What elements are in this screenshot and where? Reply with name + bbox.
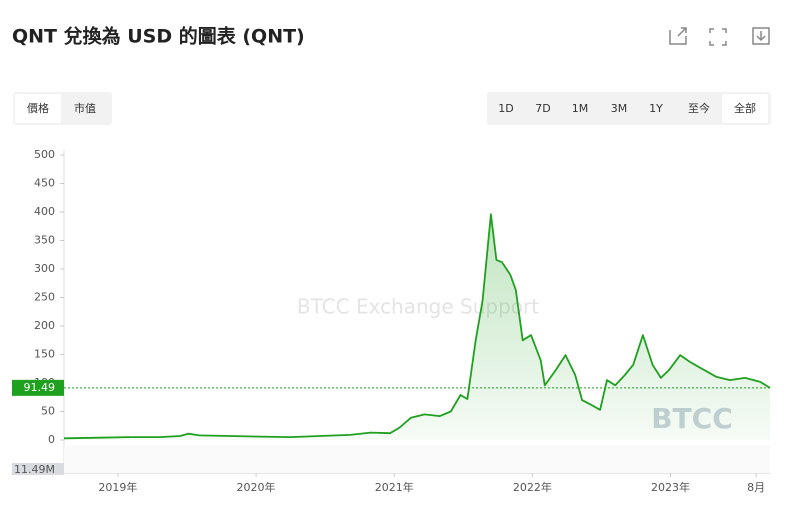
volume-tag bbox=[12, 463, 64, 475]
x-tick-label: 2023年 bbox=[651, 480, 690, 494]
share-icon[interactable] bbox=[669, 27, 687, 45]
y-tick-label: 500 bbox=[34, 148, 55, 161]
fullscreen-icon[interactable] bbox=[709, 28, 727, 46]
tab[interactable]: 價格 bbox=[27, 101, 49, 115]
y-tick-label: 50 bbox=[41, 405, 55, 418]
range-button[interactable]: 7D bbox=[535, 102, 550, 115]
y-tick-label: 400 bbox=[34, 205, 55, 218]
y-tick-label: 200 bbox=[34, 319, 55, 332]
range-button[interactable]: 至今 bbox=[688, 101, 710, 115]
range-button[interactable]: 1M bbox=[572, 102, 589, 115]
last-price-tag bbox=[12, 379, 64, 396]
range-button[interactable]: 3M bbox=[611, 102, 628, 115]
range-group bbox=[487, 92, 771, 125]
x-tick-label: 2022年 bbox=[513, 480, 552, 494]
x-tick-label: 2020年 bbox=[237, 480, 276, 494]
range-active-bg bbox=[722, 94, 768, 123]
volume-pane bbox=[64, 445, 770, 473]
y-tick-label: 350 bbox=[34, 234, 55, 247]
price-line bbox=[63, 213, 771, 440]
tab[interactable]: 市值 bbox=[74, 101, 96, 115]
x-tick-label: 8月 bbox=[747, 481, 765, 494]
last-price-label: 91.49 bbox=[24, 381, 56, 394]
tab-active-bg bbox=[15, 94, 61, 123]
range-button[interactable]: 全部 bbox=[734, 101, 756, 115]
y-tick-label: 250 bbox=[34, 291, 55, 304]
range-button[interactable]: 1Y bbox=[649, 102, 663, 115]
y-tick-label: 300 bbox=[34, 262, 55, 275]
y-tick-label: 450 bbox=[34, 177, 55, 190]
y-tick-label: 0 bbox=[48, 433, 55, 446]
y-tick-label: 150 bbox=[34, 348, 55, 361]
range-button[interactable]: 1D bbox=[498, 102, 513, 115]
download-icon[interactable] bbox=[752, 27, 770, 45]
volume-label: 11.49M bbox=[14, 463, 55, 476]
area bbox=[64, 214, 770, 440]
x-tick-label: 2019年 bbox=[98, 480, 137, 494]
page-title: QNT 兌換為 USD 的圖表 (QNT) bbox=[12, 25, 305, 48]
x-tick-label: 2021年 bbox=[375, 480, 414, 494]
